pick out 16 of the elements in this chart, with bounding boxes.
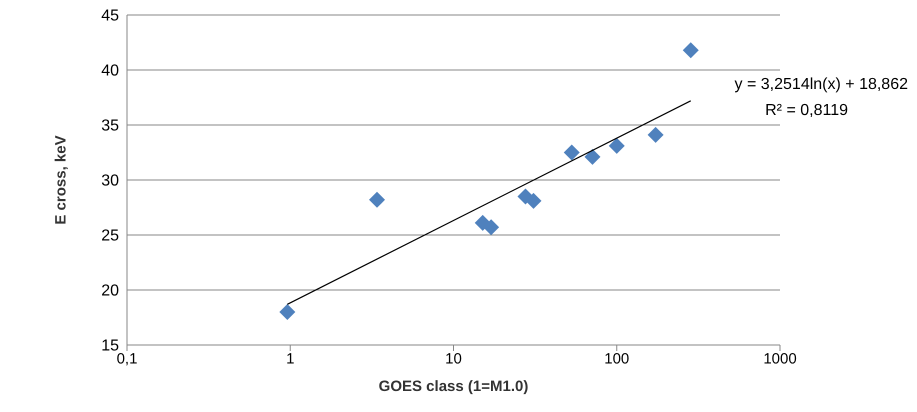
x-tick-label: 10 (445, 350, 462, 368)
y-tick-label: 35 (101, 118, 120, 135)
x-tick-label: 100 (604, 350, 630, 368)
y-tick-label: 25 (101, 228, 120, 245)
x-tick-label: 0,1 (116, 350, 138, 368)
y-tick-label: 15 (101, 338, 120, 355)
y-axis-title: E cross, keV (52, 135, 70, 225)
y-tick-label: 20 (101, 282, 120, 300)
annotation: y = 3,2514ln(x) + 18,862 (734, 76, 908, 94)
annotation: R² = 0,8119 (765, 102, 848, 120)
x-tick-label: 1 (286, 350, 294, 368)
x-axis-title: GOES class (1=M1.0) (378, 378, 528, 395)
y-tick-label: 30 (101, 172, 120, 190)
x-tick-label: 1000 (763, 350, 797, 368)
y-tick-label: 40 (101, 62, 120, 80)
y-tick-label: 45 (101, 8, 120, 25)
